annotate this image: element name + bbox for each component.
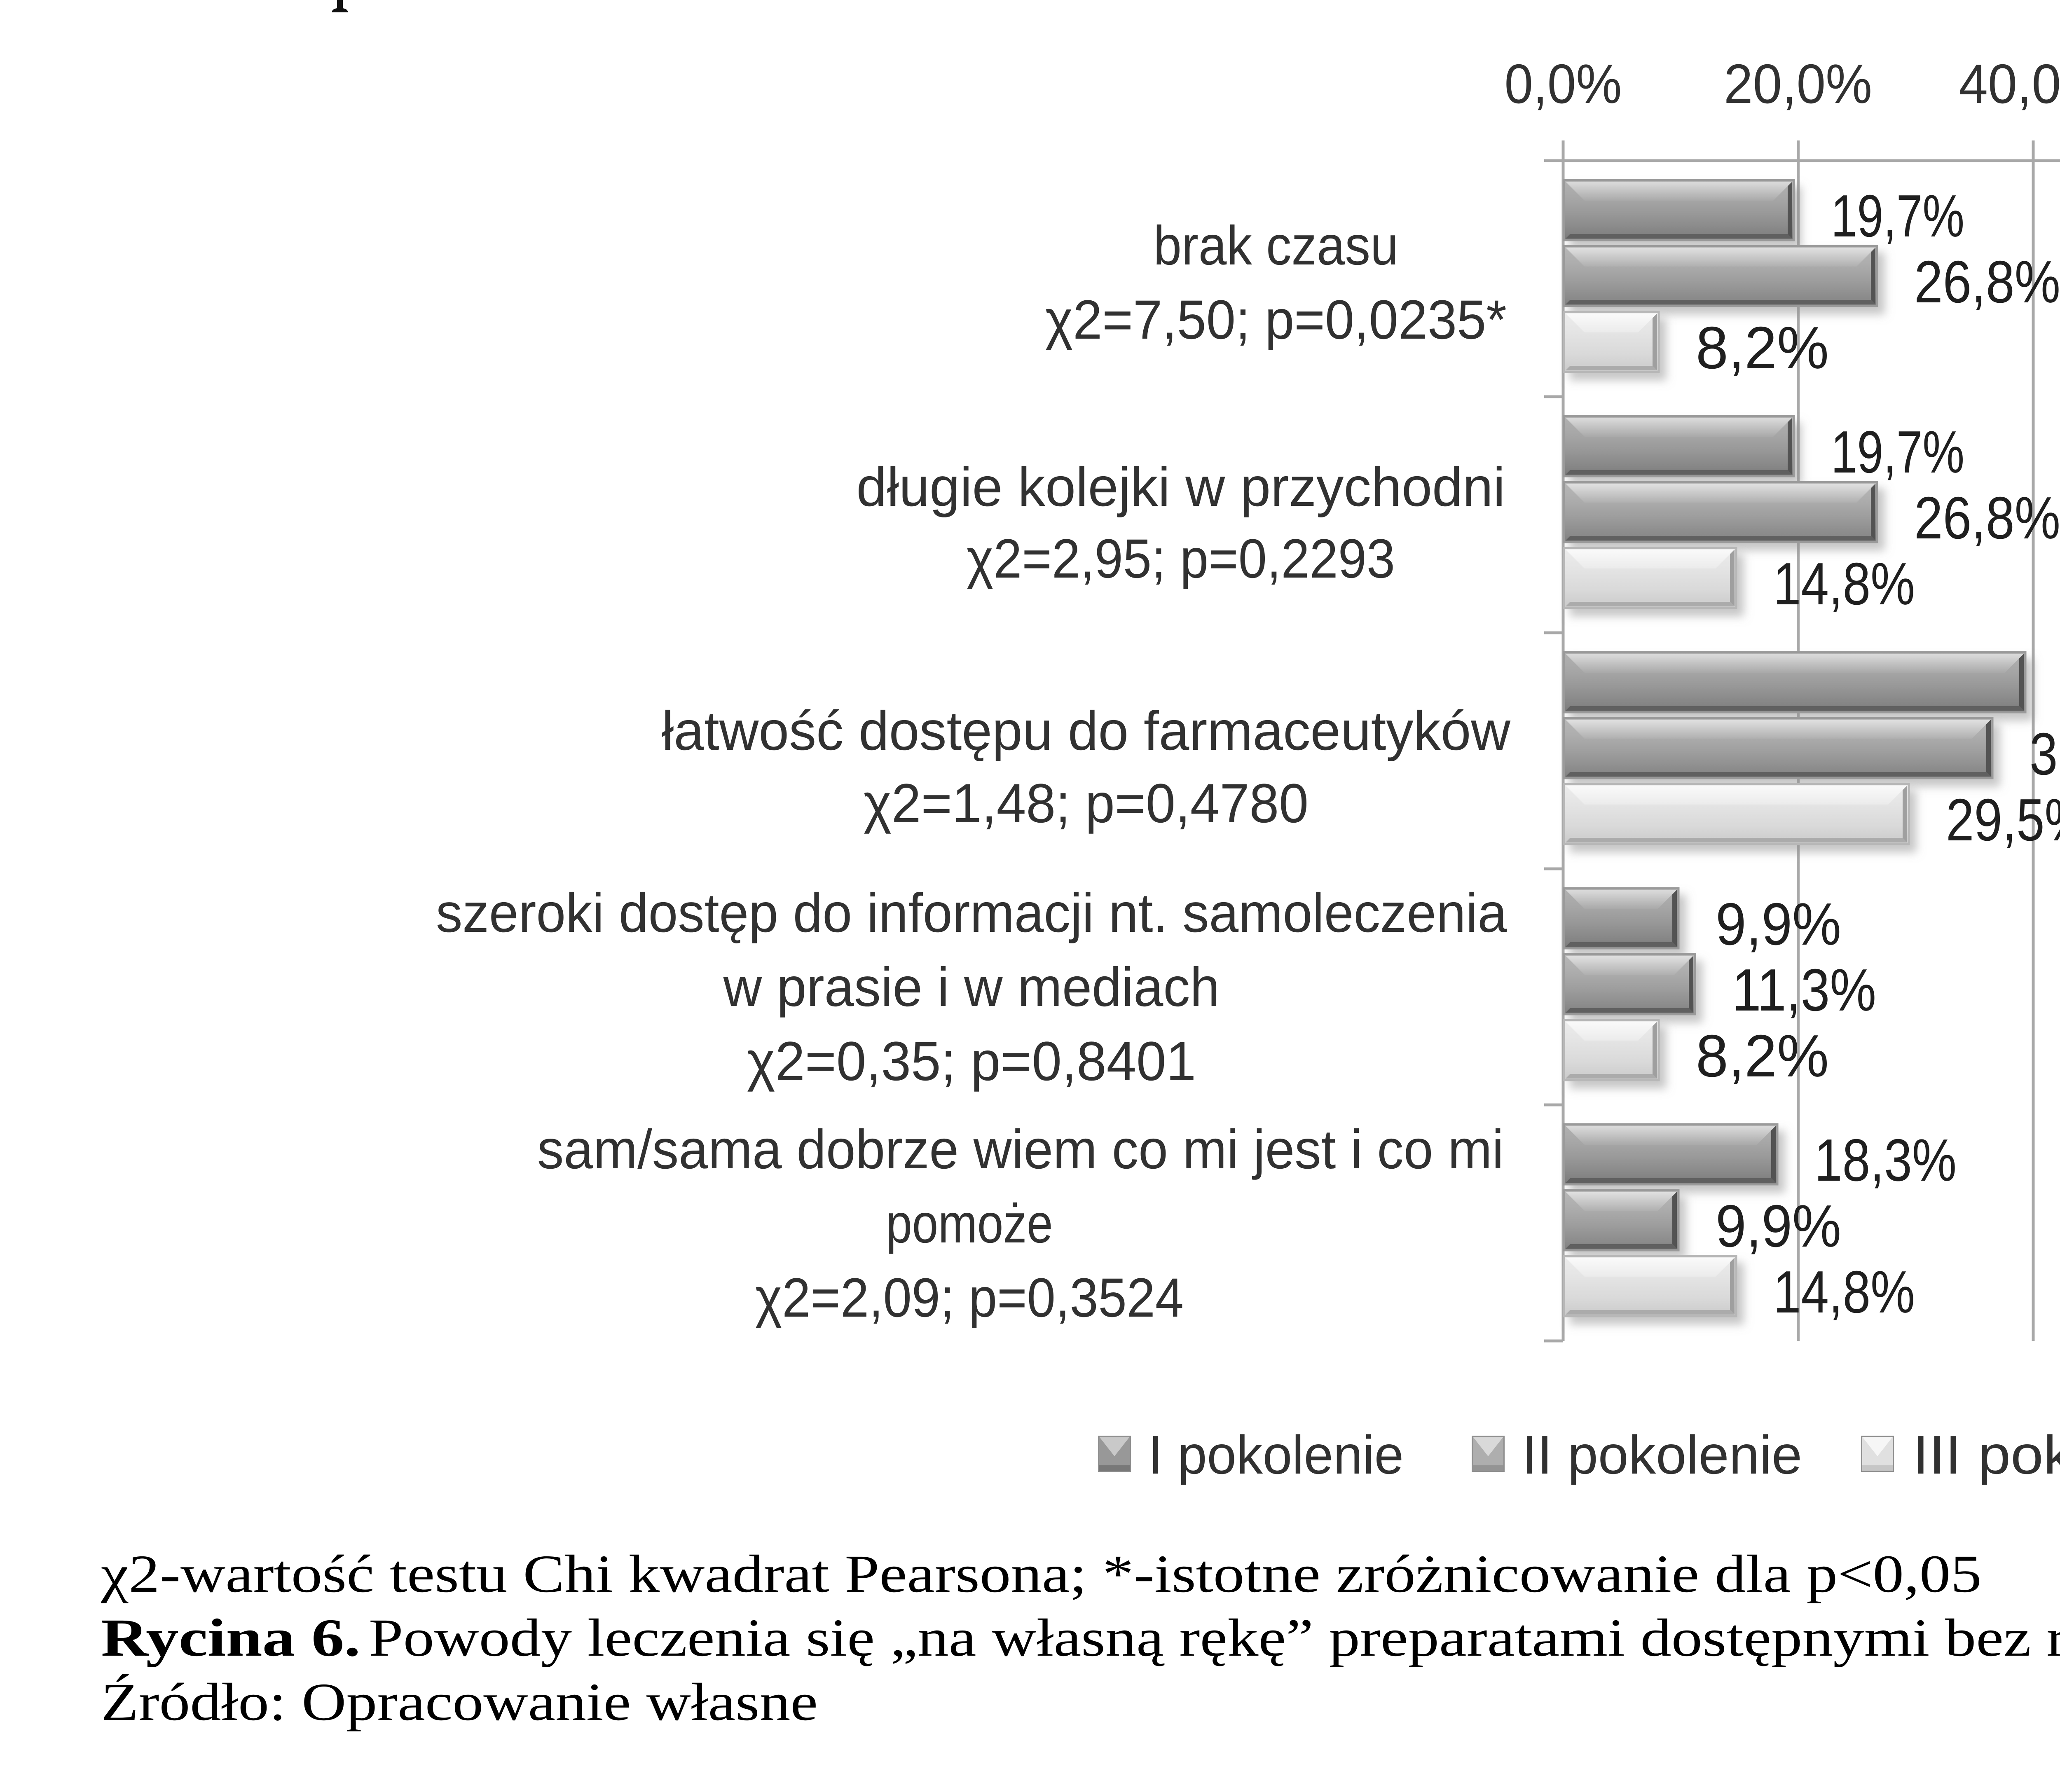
- svg-text:χ2=7,50; p=0,0235*: χ2=7,50; p=0,0235*: [1045, 289, 1507, 351]
- svg-text:36,6%: 36,6%: [2030, 721, 2060, 787]
- svg-text:0,0%: 0,0%: [1505, 53, 1622, 115]
- svg-text:χ2-wartość testu Chi kwadrat P: χ2-wartość testu Chi kwadrat Pearsona; *…: [101, 1544, 1982, 1604]
- svg-text:sam/sama dobrze wiem co mi jes: sam/sama dobrze wiem co mi jest i co mi: [537, 1119, 1504, 1180]
- svg-text:18,3%: 18,3%: [1814, 1127, 1957, 1193]
- svg-text:długie kolejki w przychodni: długie kolejki w przychodni: [857, 456, 1505, 518]
- svg-text:26,8%: 26,8%: [1914, 484, 2060, 551]
- svg-text:χ2=0,35; p=0,8401: χ2=0,35; p=0,8401: [747, 1031, 1196, 1092]
- svg-text:20,0%: 20,0%: [1724, 53, 1872, 115]
- svg-text:II pokolenie: II pokolenie: [1522, 1425, 1802, 1485]
- svg-text:8,2%: 8,2%: [1696, 314, 1829, 381]
- svg-text:8,2%: 8,2%: [1696, 1022, 1829, 1089]
- svg-text:14,8%: 14,8%: [1773, 550, 1915, 617]
- svg-text:9,9%: 9,9%: [1716, 1193, 1841, 1259]
- svg-text:I pokolenie: I pokolenie: [1148, 1425, 1404, 1485]
- svg-text:pomoże: pomoże: [886, 1193, 1053, 1254]
- svg-text:Powody leczenia się „na własną: Powody leczenia się „na własną rękę” pre…: [369, 1608, 2060, 1668]
- svg-text:29,5%: 29,5%: [1946, 786, 2060, 853]
- svg-text:Rycina 6.: Rycina 6.: [101, 1608, 360, 1668]
- svg-text:26,8%: 26,8%: [1914, 248, 2060, 315]
- svg-text:11,3%: 11,3%: [1732, 957, 1876, 1023]
- svg-text:40,0%: 40,0%: [1959, 53, 2060, 115]
- svg-text:χ2=2,95; p=0,2293: χ2=2,95; p=0,2293: [967, 528, 1395, 590]
- svg-text:łatwość dostępu do farmaceutyk: łatwość dostępu do farmaceutyków: [662, 700, 1511, 762]
- svg-text:III pokolenie: III pokolenie: [1913, 1425, 2060, 1485]
- svg-text:19,7%: 19,7%: [1831, 182, 1964, 249]
- svg-text:χ2=1,48; p=0,4780: χ2=1,48; p=0,4780: [864, 773, 1309, 834]
- svg-text:19,7%: 19,7%: [1831, 419, 1964, 485]
- svg-text:14,8%: 14,8%: [1773, 1259, 1915, 1325]
- svg-text:Źródło: Opracowanie własne: Źródło: Opracowanie własne: [101, 1673, 818, 1732]
- svg-text:w prasie i w mediach: w prasie i w mediach: [723, 957, 1220, 1018]
- svg-text:szeroki dostęp do informacji n: szeroki dostęp do informacji nt. samolec…: [436, 882, 1507, 944]
- svg-text:9,9%: 9,9%: [1716, 891, 1841, 957]
- svg-text:χ2=2,09; p=0,3524: χ2=2,09; p=0,3524: [755, 1267, 1184, 1329]
- svg-text:brak czasu: brak czasu: [1154, 215, 1399, 276]
